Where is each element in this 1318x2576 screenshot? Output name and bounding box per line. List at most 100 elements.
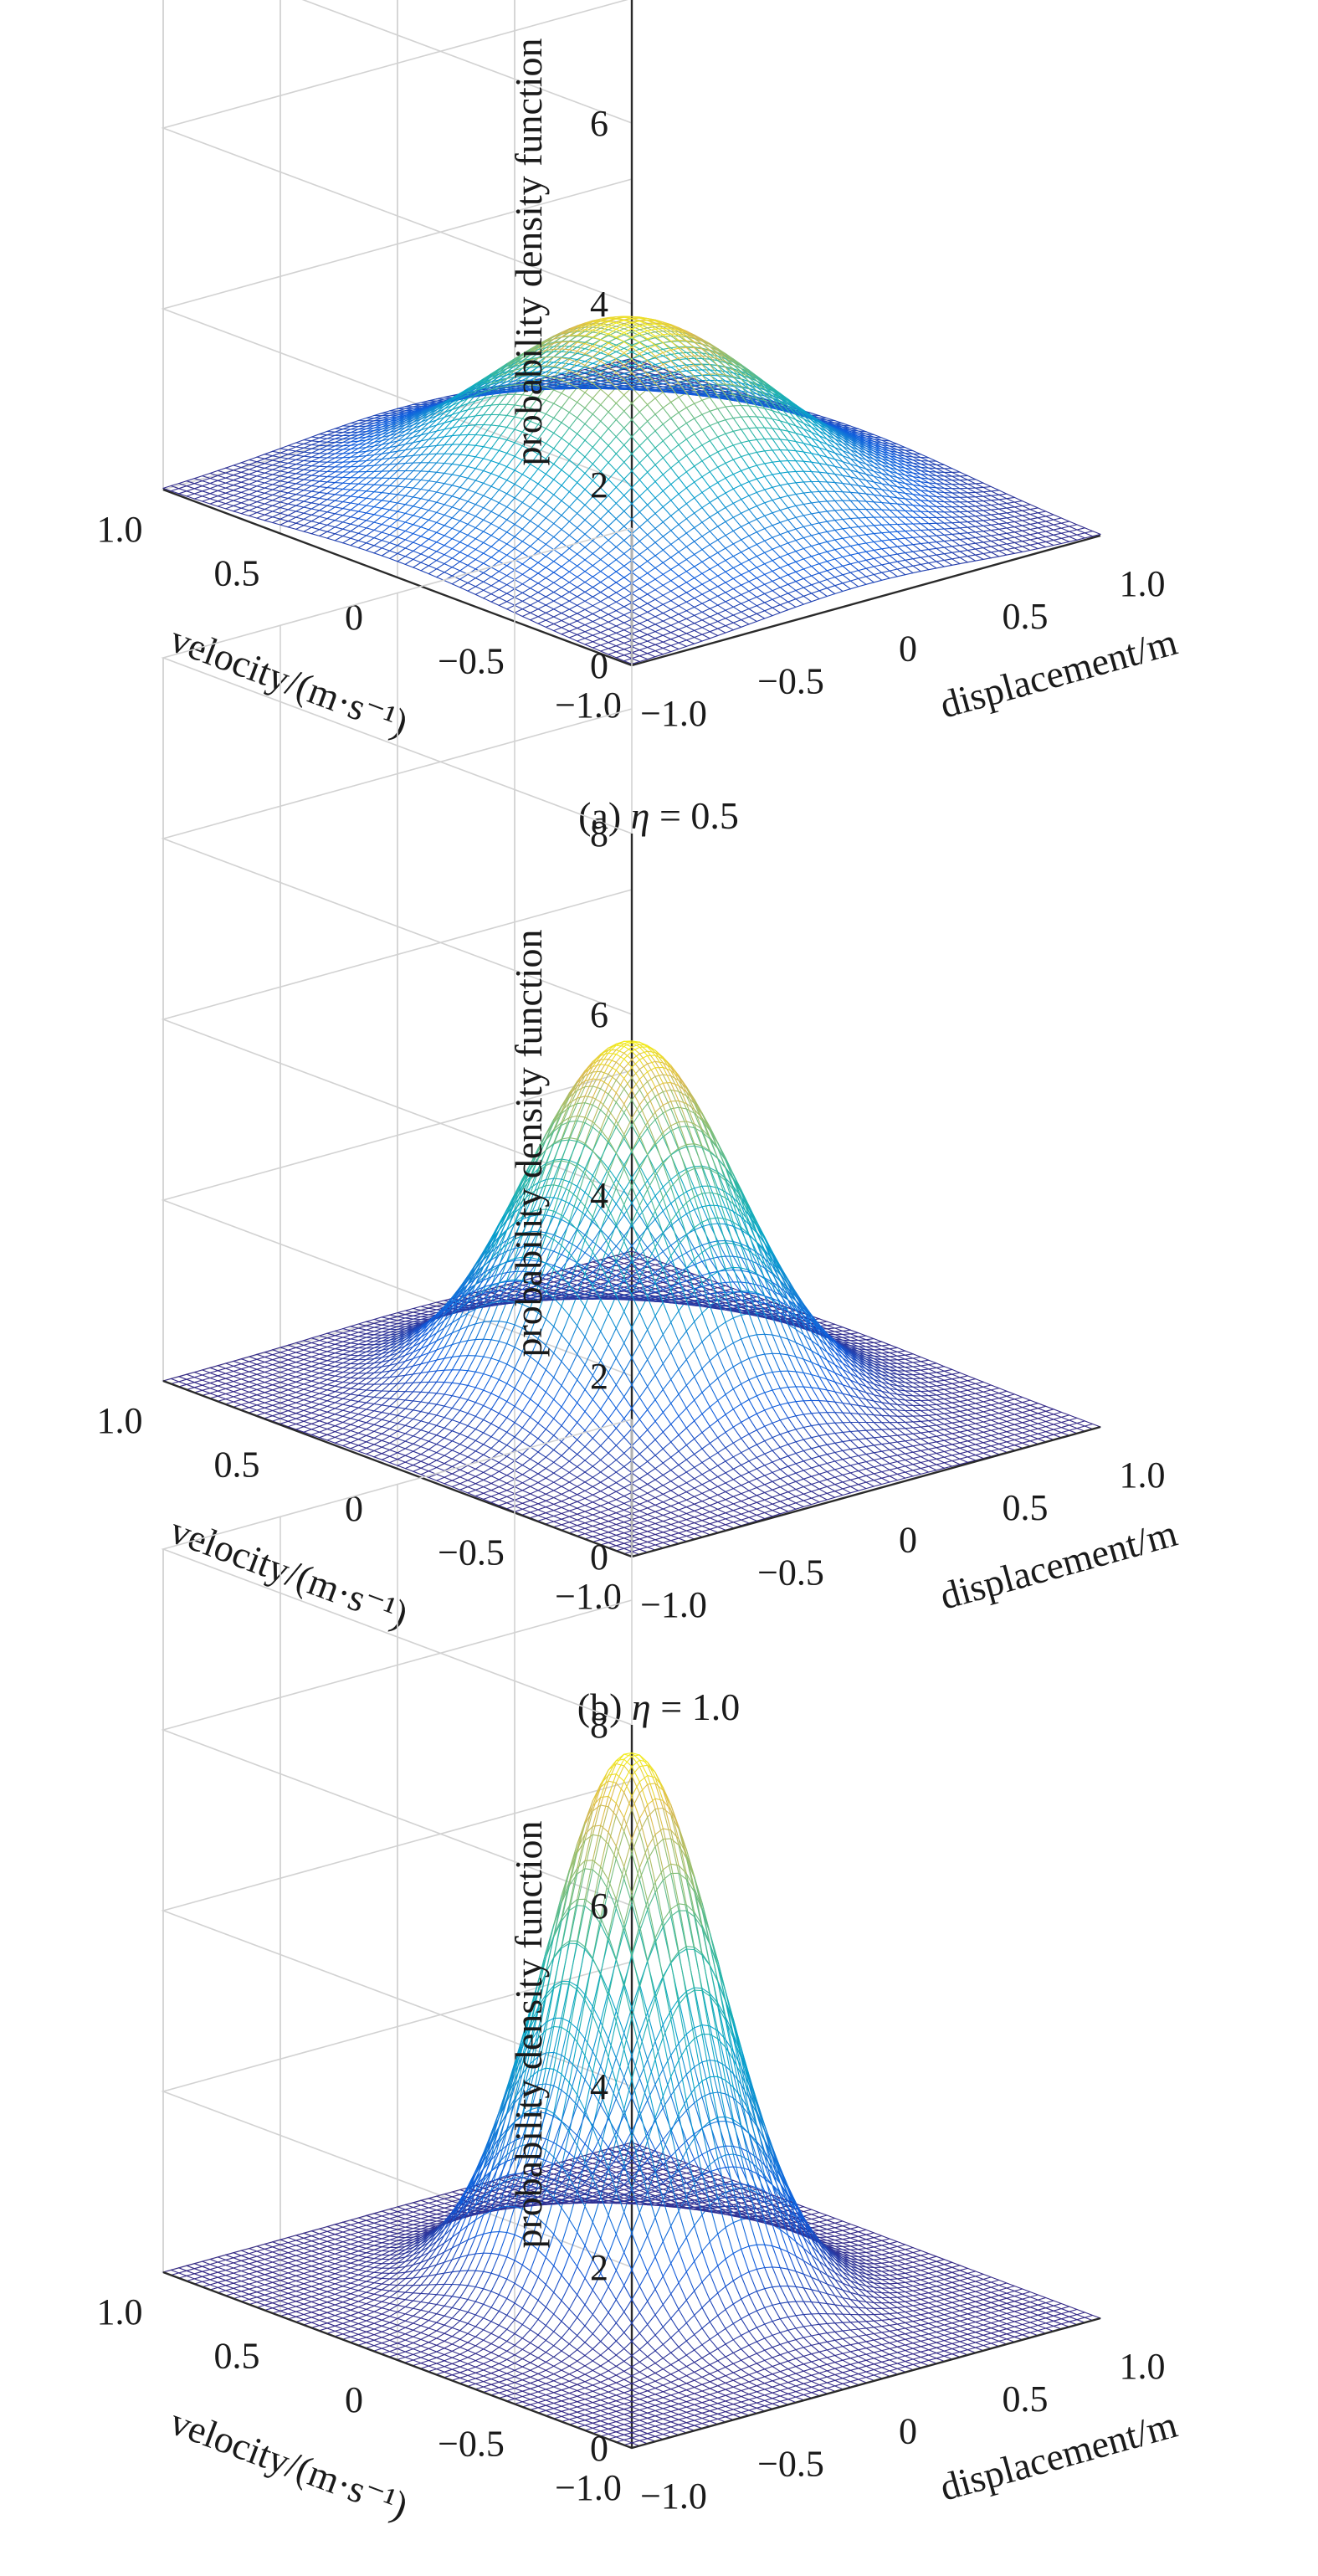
surface-mesh-segment [584,587,593,593]
surface-mesh-segment [342,452,351,459]
surface-mesh-segment [811,511,820,515]
surface-mesh-segment [685,614,695,619]
surface-mesh-segment [725,598,734,603]
surface-mesh-segment [303,465,312,470]
surface-mesh-segment [998,502,1008,505]
surface-mesh-segment [967,537,977,544]
surface-mesh-segment [670,412,680,419]
surface-mesh-segment [826,585,836,589]
surface-mesh-segment [678,546,687,553]
surface-mesh-segment [732,594,742,599]
surface-mesh-segment [459,523,469,532]
surface-mesh-segment [951,540,961,547]
surface-mesh-segment [717,592,726,597]
surface-mesh-segment [444,547,453,556]
surface-mesh-segment [741,522,750,527]
surface-mesh-segment [436,514,445,523]
surface-mesh-segment [951,475,961,481]
surface-mesh-segment [342,434,351,439]
surface-mesh-segment [685,588,695,593]
surface-mesh-segment [638,520,649,528]
surface-mesh-segment [545,536,555,545]
surface-mesh-segment [310,444,321,449]
surface-mesh-segment [319,461,328,467]
surface-mesh-segment [530,511,539,522]
surface-mesh-segment [467,424,476,435]
surface-mesh-segment [568,331,578,333]
surface-mesh-segment [959,475,968,477]
surface-mesh-segment [905,565,914,568]
surface-mesh-segment [787,581,797,585]
surface-mesh-segment [654,423,664,432]
surface-mesh-segment [553,619,562,625]
surface-mesh-segment [474,405,485,417]
surface-mesh-segment [631,365,640,368]
surface-mesh-segment [756,416,766,418]
surface-mesh-segment [685,403,695,408]
surface-mesh-segment [568,346,578,348]
surface-mesh-segment [725,588,734,593]
surface-mesh-segment [896,538,906,547]
surface-mesh-segment [1006,493,1015,498]
surface-mesh-segment [1013,536,1023,542]
surface-mesh-segment [592,350,602,354]
surface-mesh-segment [256,487,265,492]
surface-mesh-segment [670,385,680,387]
surface-mesh-segment [694,380,703,386]
surface-mesh-segment [397,495,406,504]
surface-mesh-segment [967,505,977,512]
surface-mesh-segment [342,432,351,437]
surface-mesh-segment [295,500,305,506]
surface-mesh-segment [709,595,719,601]
surface-mesh-segment [264,459,274,464]
surface-mesh-segment [506,588,515,594]
surface-mesh-segment [982,552,992,555]
surface-mesh-segment [998,534,1008,540]
surface-mesh-segment [537,612,546,618]
surface-mesh-segment [561,547,570,556]
surface-mesh-segment [600,596,609,603]
surface-mesh-segment [842,580,851,584]
surface-mesh-segment [741,570,750,576]
surface-mesh-segment [592,638,602,643]
surface-mesh-segment [561,582,570,588]
surface-mesh-segment [1006,496,1015,500]
surface-mesh-segment [1037,521,1047,524]
surface-mesh-segment [319,430,328,435]
surface-mesh-segment [795,515,804,518]
surface-mesh-segment [1029,504,1039,509]
surface-mesh-segment [256,472,265,477]
surface-mesh-segment [912,536,921,538]
surface-mesh-segment [217,487,227,491]
surface-mesh-segment [647,480,656,490]
surface-mesh-segment [772,485,781,488]
surface-mesh-segment [1069,531,1078,536]
surface-mesh-segment [530,616,539,621]
surface-mesh-segment [842,572,851,576]
surface-mesh-segment [498,601,508,606]
surface-mesh-segment [249,480,258,485]
surface-mesh-segment [240,494,250,499]
surface-mesh-segment [975,495,984,498]
surface-mesh-segment [553,604,562,610]
surface-mesh-segment [741,509,750,514]
surface-mesh-segment [225,505,234,510]
surface-mesh-segment [1076,532,1085,536]
surface-mesh-segment [936,566,945,569]
surface-mesh-segment [1084,531,1094,534]
surface-mesh-segment [342,471,351,478]
surface-mesh-segment [506,536,515,545]
surface-mesh-segment [670,493,680,501]
surface-mesh-segment [912,563,921,567]
surface-mesh-segment [272,465,281,470]
surface-mesh-segment [326,434,336,439]
surface-mesh-segment [779,574,789,579]
surface-mesh-segment [959,532,968,535]
surface-mesh-segment [1029,523,1039,529]
surface-mesh-segment [709,539,719,546]
surface-mesh-segment [943,511,953,518]
surface-mesh-segment [685,481,695,489]
surface-mesh-segment [623,646,633,650]
surface-mesh-segment [654,634,664,639]
surface-mesh-segment [553,577,562,583]
